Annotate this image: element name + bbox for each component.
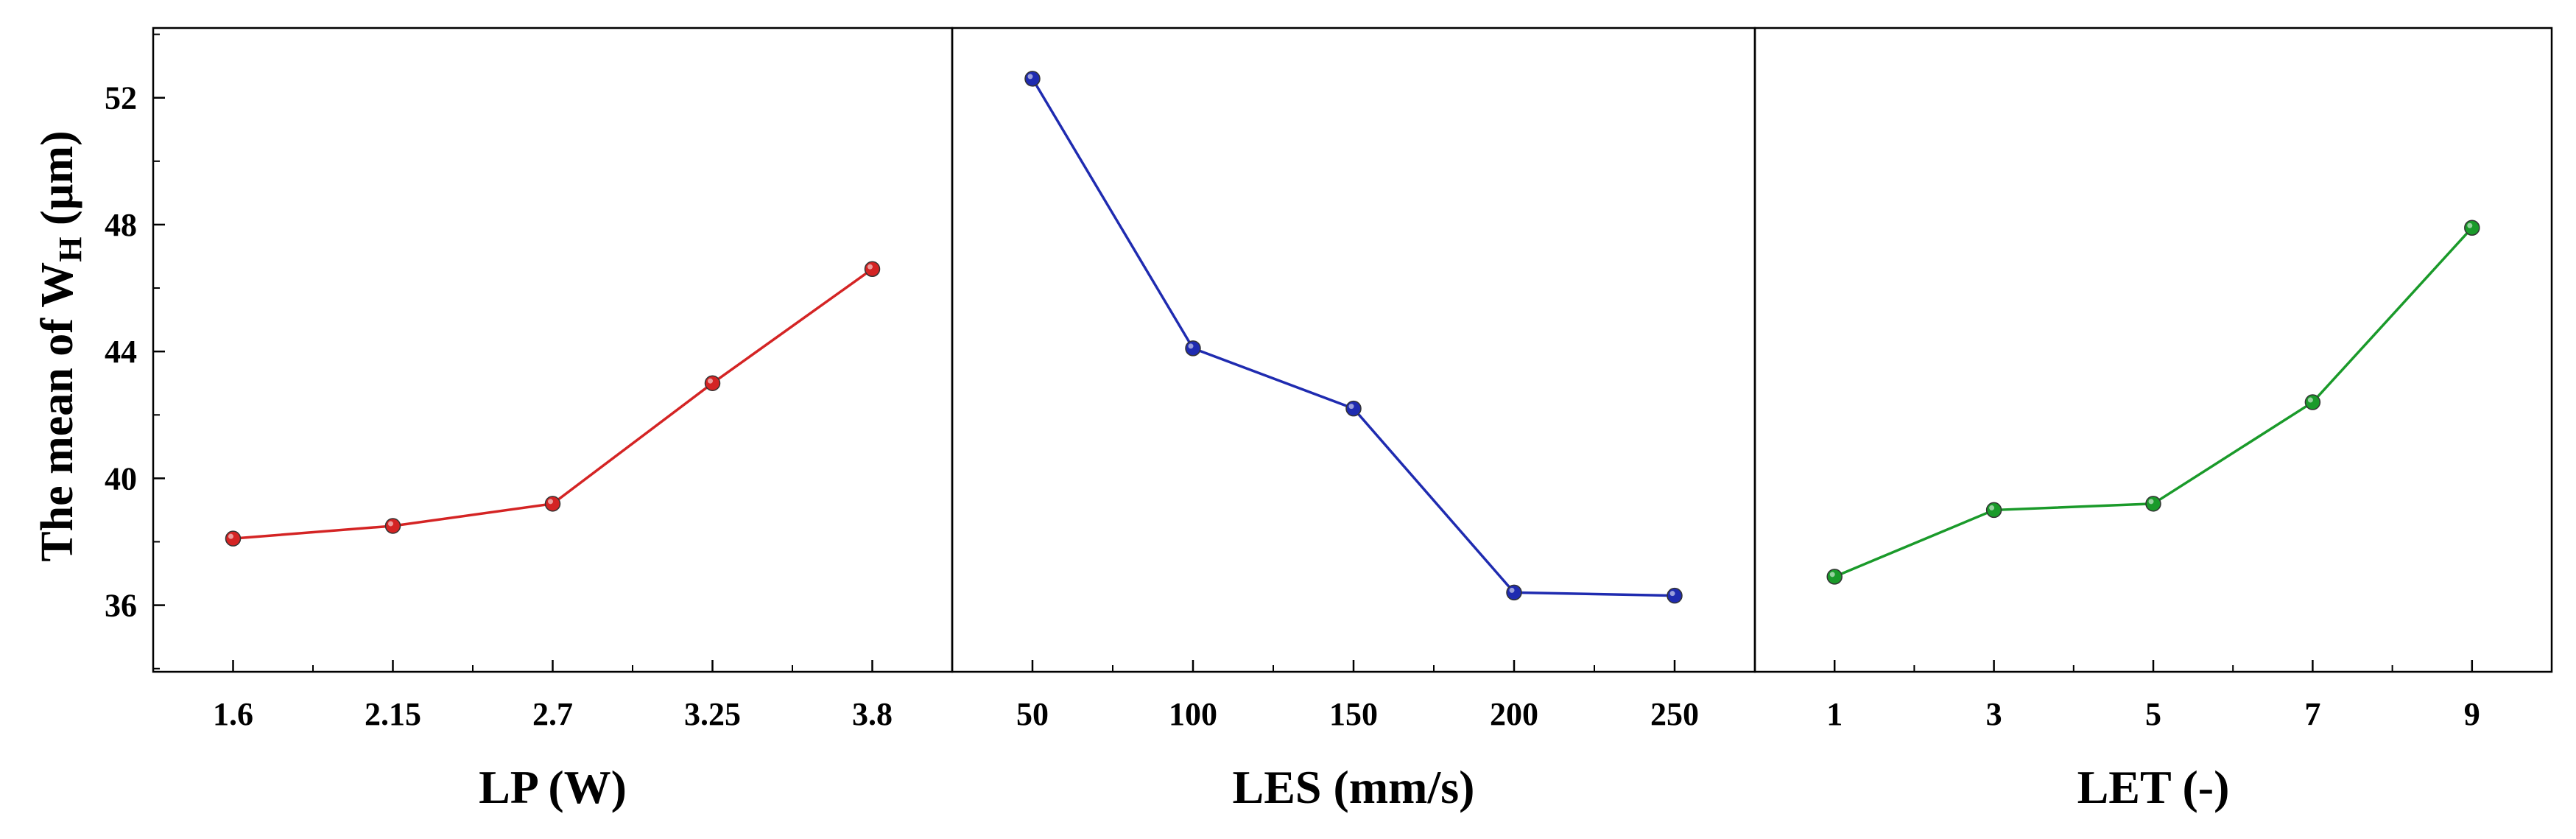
x-tick-label: 150 bbox=[1329, 696, 1378, 732]
x-tick-label: 3.25 bbox=[684, 696, 741, 732]
x-tick-label: 3.8 bbox=[852, 696, 893, 732]
data-point-highlight bbox=[2148, 499, 2154, 505]
x-tick-label: 7 bbox=[2304, 696, 2320, 732]
data-point bbox=[864, 261, 881, 277]
data-point bbox=[544, 496, 561, 512]
data-point bbox=[1024, 71, 1041, 87]
y-tick-label: 48 bbox=[105, 207, 137, 243]
data-point-highlight bbox=[868, 264, 873, 270]
y-tick-label: 52 bbox=[105, 80, 137, 116]
x-tick-label: 200 bbox=[1490, 696, 1538, 732]
panel-frame-2 bbox=[951, 27, 1756, 673]
x-tick-label: 5 bbox=[2145, 696, 2161, 732]
data-point-highlight bbox=[1989, 505, 1995, 510]
data-point-highlight bbox=[2307, 397, 2313, 403]
data-point-highlight bbox=[708, 378, 713, 384]
panel-frame-1 bbox=[152, 27, 954, 673]
series-line-2 bbox=[1031, 77, 1675, 597]
data-point bbox=[1985, 502, 2002, 519]
data-point-highlight bbox=[1027, 74, 1033, 80]
x-tick-label: 9 bbox=[2464, 696, 2480, 732]
data-point-highlight bbox=[228, 533, 233, 539]
x-axis-title-3: LET (-) bbox=[2077, 761, 2230, 813]
x-tick-label: 100 bbox=[1169, 696, 1217, 732]
data-point bbox=[2304, 394, 2321, 410]
data-point-highlight bbox=[388, 521, 393, 527]
x-tick-label: 3 bbox=[1986, 696, 2002, 732]
x-axis-title-1: LP (W) bbox=[479, 761, 627, 813]
data-point bbox=[225, 530, 242, 547]
data-point-highlight bbox=[1829, 572, 1835, 578]
data-point bbox=[1667, 587, 1683, 604]
data-point bbox=[2145, 496, 2161, 512]
x-axis-title-2: LES (mm/s) bbox=[1233, 761, 1475, 813]
data-point-highlight bbox=[2467, 222, 2473, 228]
data-point bbox=[384, 518, 401, 534]
x-tick-label: 250 bbox=[1650, 696, 1699, 732]
data-point-highlight bbox=[1669, 591, 1675, 597]
data-point-highlight bbox=[1188, 343, 1194, 349]
y-tick-label: 36 bbox=[105, 588, 137, 624]
data-point bbox=[1185, 340, 1201, 357]
data-point-highlight bbox=[1509, 587, 1515, 593]
y-tick-label: 40 bbox=[105, 460, 137, 496]
x-tick-label: 1 bbox=[1826, 696, 1843, 732]
data-point bbox=[1826, 569, 1843, 585]
y-tick-label: 44 bbox=[105, 334, 137, 370]
data-point bbox=[704, 375, 721, 391]
x-tick-label: 50 bbox=[1016, 696, 1049, 732]
series-line-3 bbox=[1834, 227, 2474, 578]
x-tick-label: 2.7 bbox=[532, 696, 573, 732]
data-point-highlight bbox=[548, 499, 553, 505]
x-tick-label: 1.6 bbox=[213, 696, 253, 732]
panel-frame-3 bbox=[1753, 27, 2553, 673]
y-axis-title: The mean of WH (µm) bbox=[32, 130, 88, 561]
data-point bbox=[1506, 584, 1522, 601]
data-point-highlight bbox=[1348, 404, 1354, 410]
data-point bbox=[2464, 220, 2480, 236]
data-point bbox=[1345, 400, 1362, 417]
x-tick-label: 2.15 bbox=[365, 696, 421, 732]
